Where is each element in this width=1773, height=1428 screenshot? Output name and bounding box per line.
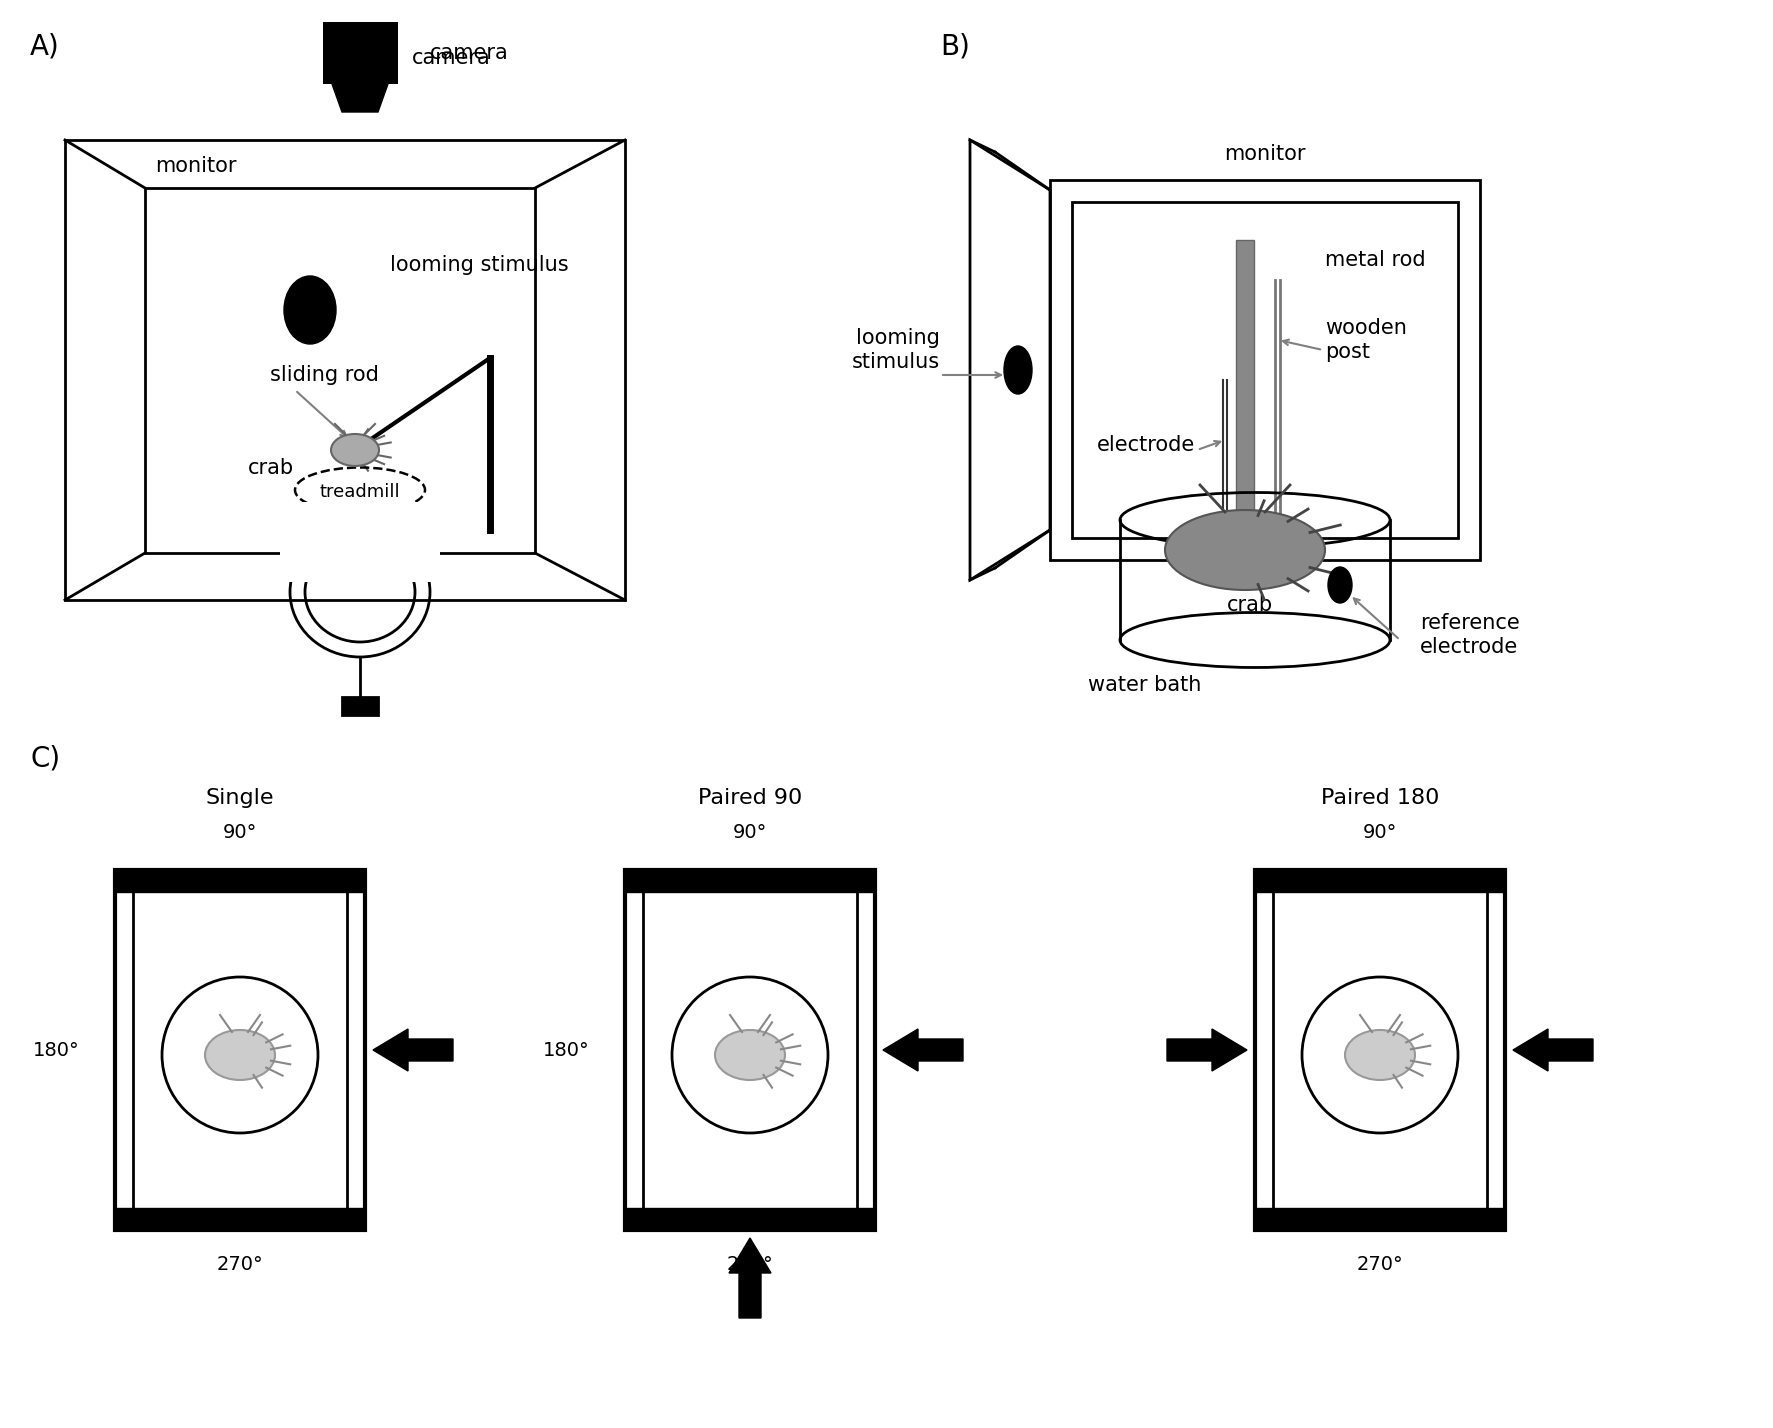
Bar: [342, 697, 378, 715]
Text: B): B): [940, 31, 970, 60]
Text: sliding rod: sliding rod: [269, 366, 379, 386]
Text: camera: camera: [431, 43, 509, 63]
Text: C): C): [30, 745, 60, 773]
Text: camera: camera: [411, 49, 491, 69]
Bar: [323, 21, 397, 84]
Bar: [644, 888, 856, 1212]
Ellipse shape: [206, 1030, 275, 1080]
Circle shape: [1301, 977, 1457, 1132]
Text: A): A): [30, 31, 60, 60]
Text: crab: crab: [1227, 595, 1273, 615]
Text: 180°: 180°: [34, 1041, 80, 1060]
Text: crab: crab: [248, 458, 294, 478]
Text: 270°: 270°: [727, 1255, 773, 1274]
Bar: [626, 1208, 876, 1230]
FancyArrow shape: [372, 1030, 452, 1071]
Bar: [66, 140, 626, 600]
Text: reference
electrode: reference electrode: [1420, 614, 1519, 657]
Text: 90°: 90°: [1363, 823, 1397, 843]
Text: Single: Single: [206, 788, 275, 808]
Ellipse shape: [1165, 510, 1324, 590]
Text: water bath: water bath: [1089, 675, 1202, 695]
Bar: [1236, 240, 1254, 540]
FancyArrow shape: [1167, 1030, 1246, 1071]
Ellipse shape: [284, 276, 337, 344]
Text: 90°: 90°: [732, 823, 768, 843]
Ellipse shape: [715, 1030, 785, 1080]
Bar: [115, 870, 365, 1230]
Polygon shape: [332, 84, 388, 111]
Bar: [1073, 201, 1457, 538]
Ellipse shape: [332, 434, 379, 466]
Text: 180°: 180°: [1174, 1041, 1220, 1060]
Text: metal rod: metal rod: [1324, 250, 1425, 270]
Bar: [145, 188, 535, 553]
Text: 0°: 0°: [1541, 1041, 1562, 1060]
Bar: [1255, 1208, 1505, 1230]
Text: 180°: 180°: [543, 1041, 590, 1060]
Bar: [626, 870, 876, 1230]
Bar: [115, 1208, 365, 1230]
Bar: [1273, 888, 1488, 1212]
Text: 270°: 270°: [216, 1255, 264, 1274]
FancyArrow shape: [883, 1030, 963, 1071]
Ellipse shape: [1328, 567, 1353, 603]
Text: monitor: monitor: [1223, 144, 1305, 164]
Text: monitor: monitor: [154, 156, 236, 176]
Text: electrode: electrode: [1097, 436, 1195, 456]
FancyArrow shape: [729, 1238, 771, 1318]
Circle shape: [161, 977, 317, 1132]
Ellipse shape: [1346, 1030, 1415, 1080]
Text: 0°: 0°: [910, 1041, 933, 1060]
Ellipse shape: [1004, 346, 1032, 394]
Circle shape: [672, 977, 828, 1132]
Text: Paired 90: Paired 90: [699, 788, 801, 808]
Text: Paired 180: Paired 180: [1321, 788, 1440, 808]
Text: treadmill: treadmill: [319, 483, 401, 501]
Text: looming
stimulus: looming stimulus: [851, 328, 940, 371]
FancyArrow shape: [1512, 1030, 1592, 1071]
Bar: [1255, 870, 1505, 1230]
Text: wooden
post: wooden post: [1324, 318, 1406, 361]
Bar: [1050, 180, 1480, 560]
Text: 90°: 90°: [223, 823, 257, 843]
Text: 270°: 270°: [1356, 1255, 1404, 1274]
Bar: [115, 870, 365, 892]
Bar: [1236, 240, 1254, 540]
Text: 0°: 0°: [401, 1041, 422, 1060]
Bar: [133, 888, 348, 1212]
Bar: [626, 870, 876, 892]
Bar: [1255, 870, 1505, 892]
Text: looming stimulus: looming stimulus: [390, 256, 569, 276]
Bar: [280, 503, 440, 583]
